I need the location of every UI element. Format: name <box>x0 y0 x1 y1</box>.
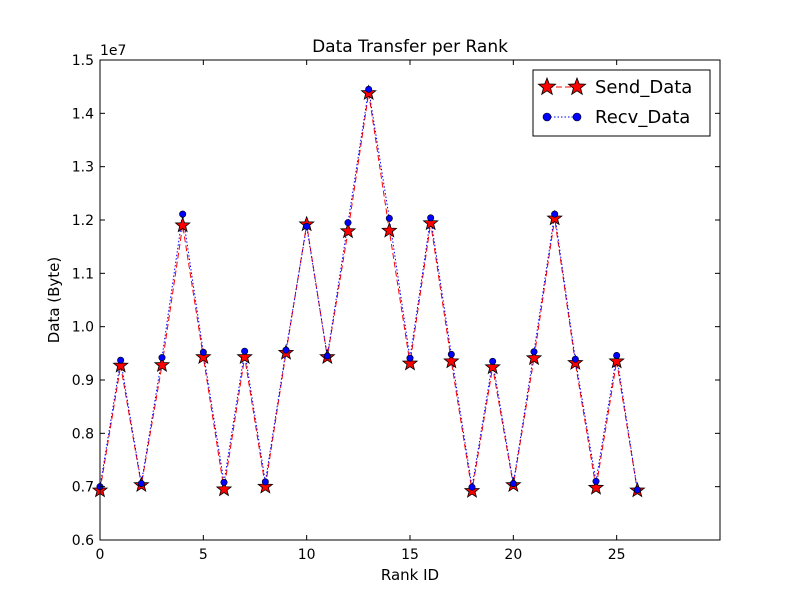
data-point <box>112 356 129 373</box>
data-point <box>344 219 352 227</box>
data-point <box>179 210 187 218</box>
data-point <box>117 356 125 364</box>
y-tick-label: 0.7 <box>72 480 94 496</box>
data-point <box>551 210 559 218</box>
data-point <box>489 357 497 365</box>
data-point <box>571 355 579 363</box>
legend-box <box>532 69 711 137</box>
x-axis-title: Rank ID <box>381 566 439 584</box>
legend-label: Send_Data <box>595 77 692 98</box>
data-point <box>365 85 373 93</box>
data-point <box>381 222 398 238</box>
x-tick-label: 20 <box>504 547 522 563</box>
data-point <box>385 214 393 222</box>
y-tick-label: 0.8 <box>72 426 94 442</box>
y-tick-label: 1.3 <box>72 160 94 176</box>
data-point <box>215 480 233 497</box>
data-point <box>401 354 419 371</box>
y-scale-label: 1e7 <box>100 43 126 59</box>
data-point <box>153 356 171 373</box>
x-tick-label: 0 <box>96 547 105 563</box>
data-point <box>608 352 625 369</box>
legend-marker <box>537 76 557 96</box>
data-point <box>257 478 274 494</box>
y-tick-label: 1.4 <box>72 106 94 122</box>
y-tick-label: 1.2 <box>72 213 94 229</box>
data-point <box>427 214 435 222</box>
series-Send_Data <box>99 92 638 492</box>
data-point <box>530 348 538 356</box>
x-tick-label: 15 <box>401 547 419 563</box>
data-point <box>137 479 145 487</box>
data-point <box>220 478 228 486</box>
data-point <box>633 486 641 494</box>
data-point <box>509 479 517 487</box>
data-point <box>236 348 253 365</box>
data-point <box>613 351 621 359</box>
data-point <box>443 352 460 369</box>
data-point <box>546 209 563 226</box>
data-point <box>241 347 249 355</box>
legend-marker <box>567 76 587 96</box>
data-point <box>199 348 207 356</box>
data-point <box>323 352 331 360</box>
data-point <box>158 354 166 362</box>
markers-Send_Data <box>91 84 646 498</box>
legend: Send_Data Recv_Data <box>532 69 711 137</box>
data-point <box>339 222 357 239</box>
data-point <box>587 479 605 495</box>
series-Recv_Data <box>99 89 638 490</box>
series-line <box>99 92 638 492</box>
data-point <box>282 346 290 354</box>
data-point <box>592 477 600 485</box>
data-point <box>468 483 476 491</box>
y-tick-label: 1.1 <box>72 266 94 282</box>
y-tick-label: 1.5 <box>72 53 94 69</box>
data-point <box>174 216 191 233</box>
data-point <box>525 349 543 366</box>
x-tick-label: 25 <box>608 547 626 563</box>
y-axis-title: Data (Byte) <box>45 257 63 344</box>
data-point <box>195 348 212 365</box>
legend-label: Recv_Data <box>595 107 690 128</box>
series-line <box>99 89 638 490</box>
data-point <box>422 214 439 231</box>
ticks-layer: 0 5 10 15 20 25 0.6 0.7 0.8 0.9 1.0 1.1 1.2 1.3 1.4 1.5 <box>72 53 720 563</box>
x-tick-label: 5 <box>199 547 208 563</box>
markers-Recv_Data <box>96 85 641 494</box>
y-tick-label: 1.0 <box>72 320 94 336</box>
chart-title: Data Transfer per Rank <box>312 37 508 57</box>
y-tick-label: 0.9 <box>72 373 94 389</box>
data-point <box>303 222 311 230</box>
data-point <box>447 350 455 358</box>
data-point <box>406 354 414 362</box>
series-layer <box>91 84 646 498</box>
data-point <box>484 358 501 375</box>
legend-marker <box>572 112 582 122</box>
x-tick-label: 10 <box>298 547 316 563</box>
legend-marker <box>542 112 552 122</box>
y-tick-label: 0.6 <box>72 533 94 549</box>
data-point <box>261 478 269 486</box>
